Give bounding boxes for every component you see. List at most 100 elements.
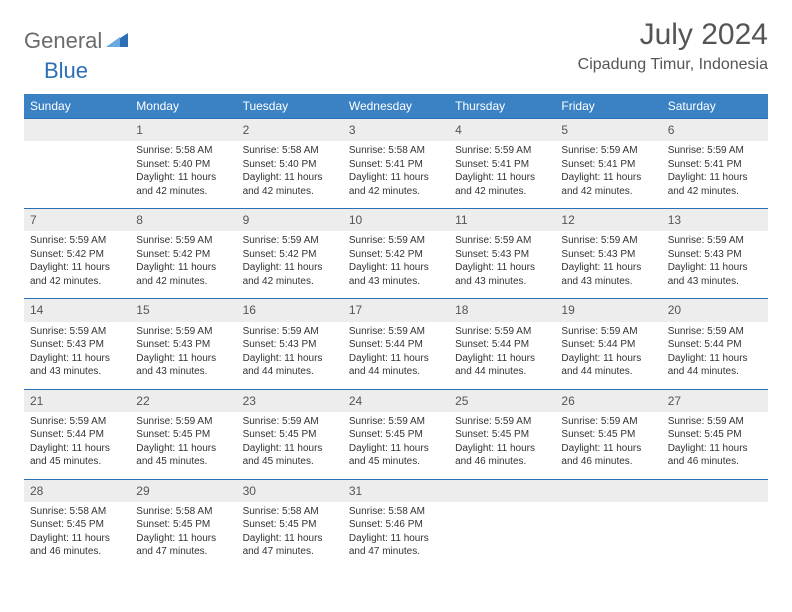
calendar-day-cell: 9Sunrise: 5:59 AMSunset: 5:42 PMDaylight…	[237, 209, 343, 299]
day-number-empty	[555, 480, 661, 502]
day-number: 11	[449, 209, 555, 231]
sunset-line: Sunset: 5:45 PM	[136, 429, 210, 440]
sunrise-line: Sunrise: 5:59 AM	[561, 326, 637, 337]
sunrise-line: Sunrise: 5:59 AM	[30, 235, 106, 246]
daylight-line: Daylight: 11 hours and 42 minutes.	[668, 172, 748, 197]
daylight-line: Daylight: 11 hours and 42 minutes.	[349, 172, 429, 197]
calendar-day-cell: 18Sunrise: 5:59 AMSunset: 5:44 PMDayligh…	[449, 299, 555, 389]
day-number: 16	[237, 299, 343, 321]
calendar-day-cell: 6Sunrise: 5:59 AMSunset: 5:41 PMDaylight…	[662, 119, 768, 209]
day-body: Sunrise: 5:58 AMSunset: 5:40 PMDaylight:…	[237, 141, 343, 208]
daylight-line: Daylight: 11 hours and 42 minutes.	[561, 172, 641, 197]
daylight-line: Daylight: 11 hours and 43 minutes.	[349, 262, 429, 287]
logo: General	[24, 18, 130, 54]
day-number: 25	[449, 390, 555, 412]
day-number: 1	[130, 119, 236, 141]
daylight-line: Daylight: 11 hours and 44 minutes.	[349, 353, 429, 378]
sunrise-line: Sunrise: 5:59 AM	[561, 235, 637, 246]
day-number: 13	[662, 209, 768, 231]
day-number: 31	[343, 480, 449, 502]
weekday-header: Tuesday	[237, 94, 343, 119]
day-number: 2	[237, 119, 343, 141]
daylight-line: Daylight: 11 hours and 44 minutes.	[243, 353, 323, 378]
sunset-line: Sunset: 5:43 PM	[30, 339, 104, 350]
day-body: Sunrise: 5:59 AMSunset: 5:43 PMDaylight:…	[449, 231, 555, 298]
sunset-line: Sunset: 5:46 PM	[349, 519, 423, 530]
calendar-day-cell: 31Sunrise: 5:58 AMSunset: 5:46 PMDayligh…	[343, 479, 449, 569]
month-title: July 2024	[578, 18, 768, 52]
sunset-line: Sunset: 5:45 PM	[349, 429, 423, 440]
calendar-body: 1 Sunrise: 5:58 AM Sunset: 5:40 PM Daylight…	[24, 119, 768, 569]
day-number: 3	[343, 119, 449, 141]
calendar-day-cell: 19Sunrise: 5:59 AMSunset: 5:44 PMDayligh…	[555, 299, 661, 389]
daylight-line: Daylight: 11 hours and 43 minutes.	[561, 262, 641, 287]
calendar-day-cell: 16Sunrise: 5:59 AMSunset: 5:43 PMDayligh…	[237, 299, 343, 389]
daylight-line: Daylight: 11 hours and 44 minutes.	[455, 353, 535, 378]
daylight-line: Daylight: 11 hours and 42 minutes.	[243, 262, 323, 287]
sunrise-line: Sunrise: 5:59 AM	[349, 416, 425, 427]
sunset-line: Sunset: 5:45 PM	[455, 429, 529, 440]
sunrise-line: Sunrise: 5:59 AM	[668, 235, 744, 246]
calendar-day-cell: 2Sunrise: 5:58 AMSunset: 5:40 PMDaylight…	[237, 119, 343, 209]
day-body: Sunrise: 5:59 AMSunset: 5:43 PMDaylight:…	[237, 322, 343, 389]
sunset-line: Sunset: 5:45 PM	[561, 429, 635, 440]
daylight-line: Daylight: 11 hours and 45 minutes.	[30, 443, 110, 468]
day-number: 6	[662, 119, 768, 141]
day-body: Sunrise: 5:59 AMSunset: 5:41 PMDaylight:…	[555, 141, 661, 208]
calendar-head: SundayMondayTuesdayWednesdayThursdayFrid…	[24, 94, 768, 119]
weekday-header: Saturday	[662, 94, 768, 119]
sunrise-line: Sunrise: 5:58 AM	[136, 506, 212, 517]
daylight-line: Daylight: 11 hours and 46 minutes.	[668, 443, 748, 468]
day-body: Sunrise: 5:59 AMSunset: 5:41 PMDaylight:…	[449, 141, 555, 208]
sunrise-line: Sunrise: 5:59 AM	[136, 416, 212, 427]
sunrise-line: Sunrise: 5:59 AM	[243, 416, 319, 427]
day-body: Sunrise: 5:59 AMSunset: 5:45 PMDaylight:…	[130, 412, 236, 479]
calendar-day-cell: 1Sunrise: 5:58 AMSunset: 5:40 PMDaylight…	[130, 119, 236, 209]
sunset-line: Sunset: 5:43 PM	[668, 249, 742, 260]
day-body: Sunrise: 5:59 AMSunset: 5:43 PMDaylight:…	[555, 231, 661, 298]
day-body: Sunrise: 5:59 AMSunset: 5:44 PMDaylight:…	[24, 412, 130, 479]
day-body: Sunrise: 5:59 AM Sunset: 5:43 PM Daylight:…	[662, 231, 768, 298]
day-body: Sunrise: 5:59 AMSunset: 5:43 PMDaylight:…	[24, 322, 130, 389]
day-number: 7	[24, 209, 130, 231]
sunrise-line: Sunrise: 5:59 AM	[243, 235, 319, 246]
calendar-day-cell: 11Sunrise: 5:59 AMSunset: 5:43 PMDayligh…	[449, 209, 555, 299]
day-number: 17	[343, 299, 449, 321]
calendar-week-row: 28Sunrise: 5:58 AMSunset: 5:45 PMDayligh…	[24, 479, 768, 569]
calendar-day-cell	[555, 479, 661, 569]
sunset-line: Sunset: 5:41 PM	[455, 159, 529, 170]
day-number: 21	[24, 390, 130, 412]
day-number-empty	[449, 480, 555, 502]
day-number: 10	[343, 209, 449, 231]
day-body: Sunrise: 5:59 AMSunset: 5:45 PMDaylight:…	[662, 412, 768, 479]
sunset-line: Sunset: 5:45 PM	[136, 519, 210, 530]
daylight-line: Daylight: 11 hours and 43 minutes.	[455, 262, 535, 287]
sunrise-line: Sunrise: 5:59 AM	[668, 326, 744, 337]
sunrise-line: Sunrise: 5:59 AM	[455, 145, 531, 156]
sunrise-line: Sunrise: 5:58 AM	[243, 145, 319, 156]
sunset-line: Sunset: 5:44 PM	[455, 339, 529, 350]
daylight-line: Daylight: 11 hours and 43 minutes.	[136, 353, 216, 378]
day-body: Sunrise: 5:58 AMSunset: 5:45 PMDaylight:…	[130, 502, 236, 569]
day-number: 22	[130, 390, 236, 412]
sunset-line: Sunset: 5:40 PM	[243, 159, 317, 170]
day-number: 19	[555, 299, 661, 321]
calendar-day-cell: 15Sunrise: 5:59 AMSunset: 5:43 PMDayligh…	[130, 299, 236, 389]
sunrise-line: Sunrise: 5:59 AM	[243, 326, 319, 337]
calendar-day-cell: 23Sunrise: 5:59 AMSunset: 5:45 PMDayligh…	[237, 389, 343, 479]
sunrise-line: Sunrise: 5:59 AM	[668, 416, 744, 427]
daylight-line: Daylight: 11 hours and 42 minutes.	[136, 172, 216, 197]
day-body: Sunrise: 5:59 AMSunset: 5:45 PMDaylight:…	[343, 412, 449, 479]
day-number: 23	[237, 390, 343, 412]
day-number: 24	[343, 390, 449, 412]
calendar-week-row: 14Sunrise: 5:59 AMSunset: 5:43 PMDayligh…	[24, 299, 768, 389]
day-body: Sunrise: 5:59 AMSunset: 5:41 PMDaylight:…	[662, 141, 768, 208]
day-body: Sunrise: 5:59 AMSunset: 5:42 PMDaylight:…	[24, 231, 130, 298]
day-number: 26	[555, 390, 661, 412]
daylight-line: Daylight: 11 hours and 46 minutes.	[30, 533, 110, 558]
day-body: Sunrise: 5:58 AMSunset: 5:46 PMDaylight:…	[343, 502, 449, 569]
daylight-line: Daylight: 11 hours and 43 minutes.	[668, 262, 748, 287]
sunrise-line: Sunrise: 5:58 AM	[136, 145, 212, 156]
calendar-day-cell	[662, 479, 768, 569]
sunrise-line: Sunrise: 5:59 AM	[30, 416, 106, 427]
